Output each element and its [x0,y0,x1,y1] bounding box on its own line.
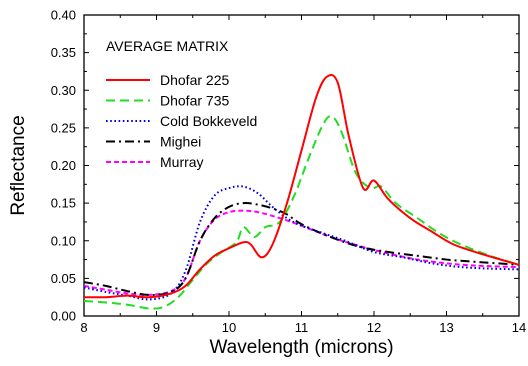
y-tick-label: 0.30 [51,83,76,98]
series-line-mighei [83,202,520,296]
y-tick-label: 0.40 [51,8,76,23]
x-axis-label: Wavelength (microns) [209,337,393,358]
y-tick-label: 0.00 [51,309,76,324]
x-tick-label: 13 [439,320,453,335]
x-tick-label: 12 [367,320,381,335]
series-line-cold-bokkeveld [83,185,520,301]
series-lines [83,73,520,310]
legend-entry: Cold Bokkeveld [160,113,257,129]
legend-entry: Murray [160,154,204,170]
y-tick-label: 0.35 [51,45,76,60]
axis-ticks: 8 9 10 11 12 13 14 0.00 0.05 0.10 0.15 0.20 0.25 0.30… [51,8,527,336]
y-tick-label: 0.05 [51,271,76,286]
chart-annotation: AVERAGE MATRIX [106,38,229,54]
y-axis-label: Reflectance [8,115,29,215]
y-tick-label: 0.15 [51,196,76,211]
legend-entry: Dhofar 225 [160,72,229,88]
x-tick-label: 8 [80,320,87,335]
series-line-dhofar-735 [83,115,520,310]
legend-entry: Mighei [160,134,201,150]
legend: Dhofar 225 Dhofar 735 Cold Bokkeveld Mighei… [106,72,257,170]
plot-area-frame [83,14,520,317]
y-tick-label: 0.25 [51,120,76,135]
x-tick-label: 11 [295,320,309,335]
y-tick-label: 0.10 [51,233,76,248]
series-line-dhofar-225 [83,73,520,299]
x-tick-label: 9 [153,320,160,335]
legend-entry: Dhofar 735 [160,93,229,109]
x-tick-label: 14 [512,320,526,335]
x-tick-label: 10 [222,320,236,335]
y-tick-label: 0.20 [51,158,76,173]
